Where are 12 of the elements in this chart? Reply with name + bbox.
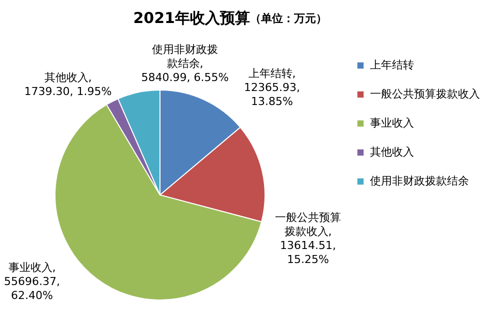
legend-label: 事业收入: [370, 116, 414, 130]
legend-label: 其他收入: [370, 146, 414, 158]
data-label: 其他收入, 1739.30, 1.95%: [24, 71, 112, 98]
data-label: 一般公共预算拨款收入, 13614.51, 15.25%: [275, 211, 341, 266]
legend-label: 使用非财政拨款结余: [370, 174, 469, 188]
legend-label: 上年结转: [370, 58, 414, 72]
data-label: 使用非财政拨款结余, 5840.99, 6.55%: [141, 43, 229, 84]
chart-title: 2021年收入预算: [133, 9, 250, 27]
data-label: 上年结转, 12365.93, 13.85%: [244, 67, 300, 108]
data-label: 事业收入, 55696.37, 62.40%: [4, 261, 60, 302]
legend-label: 一般公共预算拨款收入: [370, 88, 480, 100]
chart-subtitle: （单位：万元）: [250, 12, 327, 25]
